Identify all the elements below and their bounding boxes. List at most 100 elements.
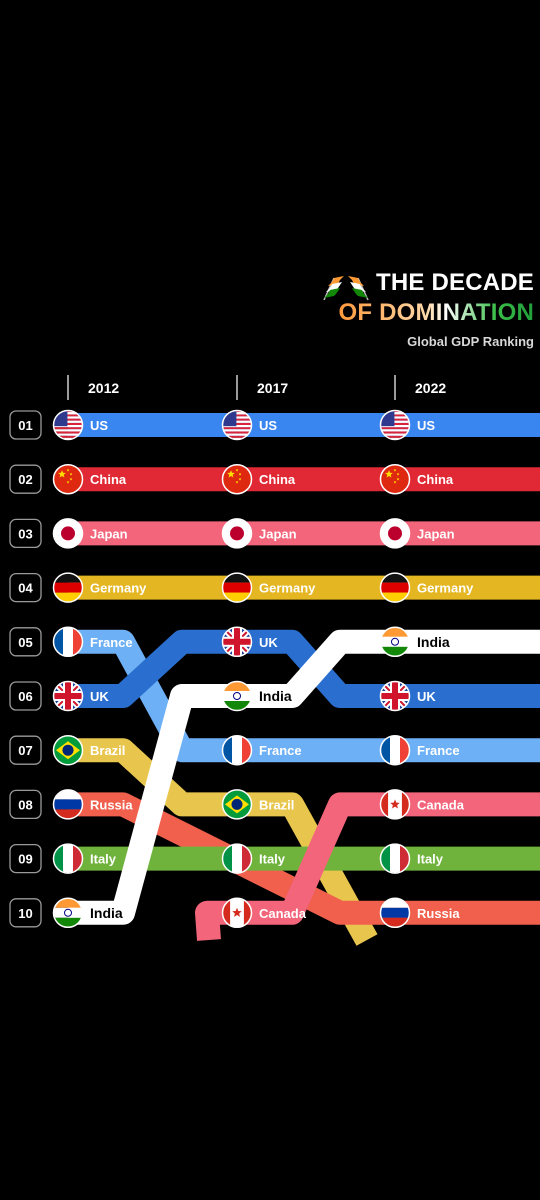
rank-label-02: 02 (18, 472, 32, 487)
cross-red (65, 682, 71, 710)
cross-red (234, 627, 240, 656)
stripe (223, 411, 251, 413)
band (73, 627, 82, 656)
flag-art (381, 411, 409, 439)
flag-art (54, 790, 82, 819)
country-label-brazil-2017: Brazil (259, 797, 294, 812)
flag-ring (379, 626, 411, 658)
flag-icon-us (379, 409, 411, 441)
stripe (381, 427, 409, 430)
flag-icon-uk (52, 680, 84, 712)
band (54, 592, 82, 602)
country-label-china-2017: China (259, 472, 296, 487)
chakra (233, 692, 241, 700)
small-star (238, 477, 242, 481)
flag-icon-uk (379, 680, 411, 712)
stripe (54, 412, 82, 415)
small-star (235, 468, 239, 472)
flag-icon-india (221, 680, 253, 712)
globe (231, 798, 243, 810)
stripe (223, 429, 251, 432)
small-star (393, 468, 397, 472)
band (63, 844, 73, 873)
flag-icon-india (52, 897, 84, 929)
stripe (381, 431, 409, 434)
flag-ring (221, 518, 253, 549)
flag-art (381, 844, 409, 873)
band (54, 627, 63, 656)
country-label-us-2017: US (259, 418, 277, 433)
flag-icon-russia (379, 897, 411, 929)
flag-art (381, 736, 409, 765)
country-label-us-2022: US (417, 418, 435, 433)
country-label-india-2017: India (259, 688, 292, 704)
flag-art (223, 898, 251, 927)
band (223, 736, 232, 765)
flag-art (223, 465, 251, 494)
country-label-russia-2012: Russia (90, 797, 133, 812)
flag-ring (221, 843, 253, 874)
country-label-brazil-2012: Brazil (90, 743, 125, 758)
flag-icon-france (379, 734, 411, 766)
stripe (54, 437, 82, 439)
flag-ring (221, 897, 253, 929)
country-label-uk-2022: UK (417, 689, 436, 704)
band (381, 917, 409, 927)
flag-ring (52, 409, 84, 441)
band (223, 898, 231, 927)
rank-box-01 (9, 410, 42, 440)
band (54, 844, 63, 873)
stripe (223, 431, 251, 434)
flag-icon-italy (221, 843, 253, 874)
band (223, 844, 232, 873)
year-label-2012: 2012 (88, 380, 119, 396)
title-line2: OF DOMINATION (338, 299, 534, 326)
rank-box-05 (9, 627, 42, 657)
globe (62, 744, 74, 756)
flag-art (54, 898, 82, 927)
flag-art (54, 844, 82, 873)
flag-icon-germany (52, 572, 84, 603)
band (390, 844, 400, 873)
flag-ring (52, 789, 84, 820)
sun (388, 526, 402, 541)
flag-art (381, 573, 409, 602)
band (381, 898, 409, 908)
sun (230, 526, 244, 541)
rank-box-08 (9, 789, 42, 820)
stripe (223, 425, 251, 428)
band (381, 573, 409, 583)
flag-icon-japan (221, 518, 253, 549)
small-star (66, 468, 70, 472)
flag-icon-china (52, 463, 84, 495)
country-label-india-2022: India (417, 634, 450, 650)
stripe (54, 425, 82, 428)
band (63, 627, 73, 656)
band (232, 736, 242, 765)
band (54, 809, 82, 819)
star (227, 470, 235, 478)
flag-ring (379, 518, 411, 549)
stripe (381, 412, 409, 415)
band (400, 844, 409, 873)
cross-red (392, 682, 398, 710)
subtitle: Global GDP Ranking (407, 334, 534, 349)
band (381, 790, 389, 819)
stripe (381, 425, 409, 428)
stripe (54, 422, 82, 425)
country-label-china-2022: China (417, 472, 454, 487)
title-line1: THE DECADE (375, 269, 534, 296)
flag-art (223, 519, 251, 548)
flag-icon-uk (221, 626, 253, 658)
stripe (223, 418, 251, 421)
flag-icon-russia (52, 789, 84, 820)
flag-ring (221, 734, 253, 766)
flag-ring (221, 572, 253, 603)
flag-icon-us (221, 409, 253, 441)
year-label-2022: 2022 (415, 380, 446, 396)
band (242, 736, 251, 765)
flag-ring (221, 626, 253, 658)
country-label-italy-2022: Italy (417, 852, 444, 867)
flag-ring (52, 843, 84, 874)
flag-ring (221, 409, 253, 441)
